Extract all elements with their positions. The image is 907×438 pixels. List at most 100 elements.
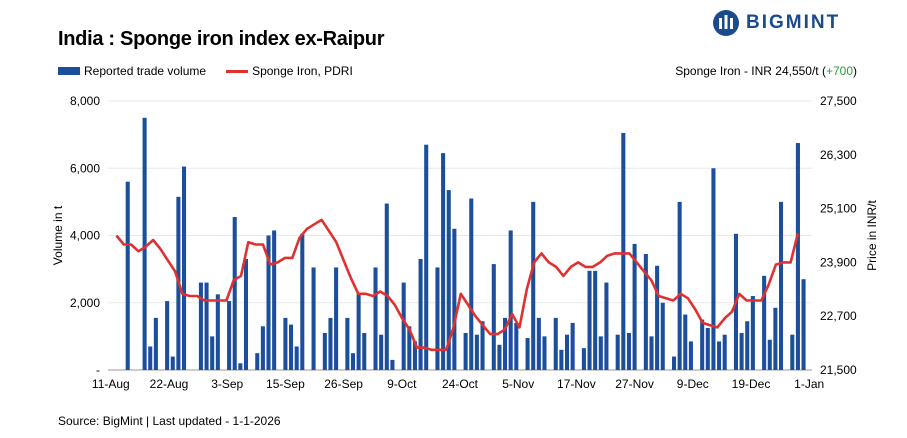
volume-bar — [542, 336, 547, 370]
x-tick-label: 1-Jan — [794, 377, 824, 391]
y-right-tick-label: 25,100 — [820, 202, 857, 216]
y-left-tick-label: 4,000 — [70, 229, 100, 243]
volume-bar — [322, 333, 327, 370]
volume-bar — [243, 259, 249, 370]
volume-bar — [469, 198, 474, 370]
volume-bar — [587, 270, 592, 370]
volume-bar — [632, 243, 637, 370]
volume-bar — [655, 265, 660, 370]
volume-bar — [474, 334, 479, 370]
volume-bar — [700, 319, 705, 370]
price-note-close: ) — [853, 64, 857, 78]
volume-bar — [198, 282, 203, 370]
volume-bar — [412, 341, 417, 370]
volume-bar — [705, 327, 710, 370]
volume-bar — [424, 144, 429, 370]
volume-bar — [739, 333, 744, 370]
volume-bar — [350, 353, 356, 370]
y-right-tick-label: 23,900 — [820, 255, 857, 269]
x-tick-label: 9-Oct — [387, 377, 417, 391]
volume-bar — [142, 117, 147, 370]
volume-bar — [232, 217, 237, 370]
bigmint-logo-icon — [713, 10, 739, 36]
volume-bar — [615, 334, 620, 370]
x-tick-label: 15-Sep — [266, 377, 305, 391]
y-right-tick-label: 22,700 — [820, 309, 857, 323]
volume-bar — [283, 317, 288, 370]
volume-bar — [373, 267, 378, 370]
x-tick-label: 11-Aug — [92, 377, 130, 391]
volume-bar — [227, 301, 232, 370]
volume-bar — [773, 307, 778, 370]
volume-bar — [778, 201, 784, 370]
y-right-tick-label: 21,500 — [820, 363, 857, 377]
volume-bar — [717, 341, 722, 370]
volume-bar — [153, 317, 158, 370]
x-tick-label: 5-Nov — [502, 377, 534, 391]
y-right-tick-label: 27,500 — [820, 94, 857, 108]
legend-label-volume: Reported trade volume — [84, 64, 207, 78]
logo-text: BIGMINT — [746, 12, 841, 33]
volume-bar — [722, 334, 727, 370]
x-tick-label: 27-Nov — [615, 377, 654, 391]
volume-bar — [531, 201, 536, 370]
volume-bar — [272, 230, 277, 370]
volume-bar — [452, 228, 457, 370]
volume-bar — [795, 143, 800, 370]
volume-bar — [593, 270, 598, 370]
volume-bar — [503, 317, 508, 370]
volume-bar — [677, 201, 682, 370]
y-left-axis-title: Volume in t — [51, 205, 65, 265]
volume-bar — [125, 181, 130, 370]
volume-bar — [148, 346, 153, 370]
volume-bar — [356, 292, 361, 370]
volume-bar — [204, 282, 209, 370]
legend-swatch-bar — [58, 67, 80, 75]
legend-item-price: Sponge Iron, PDRI — [226, 64, 353, 78]
volume-bar — [536, 317, 541, 370]
volume-bar — [435, 267, 440, 370]
volume-bar — [441, 153, 446, 370]
volume-bar — [581, 348, 586, 370]
volume-bar — [345, 317, 350, 370]
x-tick-label: 17-Nov — [557, 377, 596, 391]
volume-bar — [626, 333, 631, 370]
legend-item-volume: Reported trade volume — [58, 64, 206, 78]
volume-bar — [514, 322, 519, 370]
volume-bar — [260, 326, 265, 370]
volume-bar — [165, 301, 170, 370]
y-left-tick-label: 8,000 — [70, 94, 100, 108]
volume-bar — [491, 264, 496, 370]
volume-bar — [401, 282, 406, 370]
volume-bar — [289, 324, 294, 370]
x-tick-label: 24-Oct — [442, 377, 479, 391]
volume-bar — [215, 294, 220, 370]
y-left-tick-label: 6,000 — [70, 161, 100, 175]
chart-title: India : Sponge iron index ex-Raipur — [58, 28, 385, 50]
volume-bar — [266, 235, 271, 370]
volume-bar — [480, 321, 485, 370]
volume-bar — [328, 317, 333, 370]
volume-bar — [790, 334, 795, 370]
volume-bar — [801, 279, 806, 370]
x-tick-label: 3-Sep — [211, 377, 243, 391]
volume-bar — [649, 336, 654, 370]
price-change: +700 — [825, 64, 853, 78]
volume-bar — [407, 326, 412, 370]
source-note: Source: BigMint | Last updated - 1-1-202… — [58, 414, 281, 428]
volume-bar — [182, 166, 187, 370]
volume-bar — [745, 321, 750, 370]
volume-bar — [418, 259, 423, 370]
chart-legend: Reported trade volume Sponge Iron, PDRI — [58, 64, 373, 78]
volume-bar — [294, 346, 299, 370]
y-left-tick-label: 2,000 — [70, 296, 100, 310]
volume-bar — [497, 344, 502, 370]
volume-bar — [384, 203, 389, 370]
volume-bar — [463, 333, 468, 370]
y-left-tick-label: - — [96, 363, 100, 377]
volume-bar — [621, 132, 626, 370]
volume-bar — [683, 314, 688, 370]
volume-bar — [559, 349, 564, 370]
volume-bar — [598, 336, 603, 370]
